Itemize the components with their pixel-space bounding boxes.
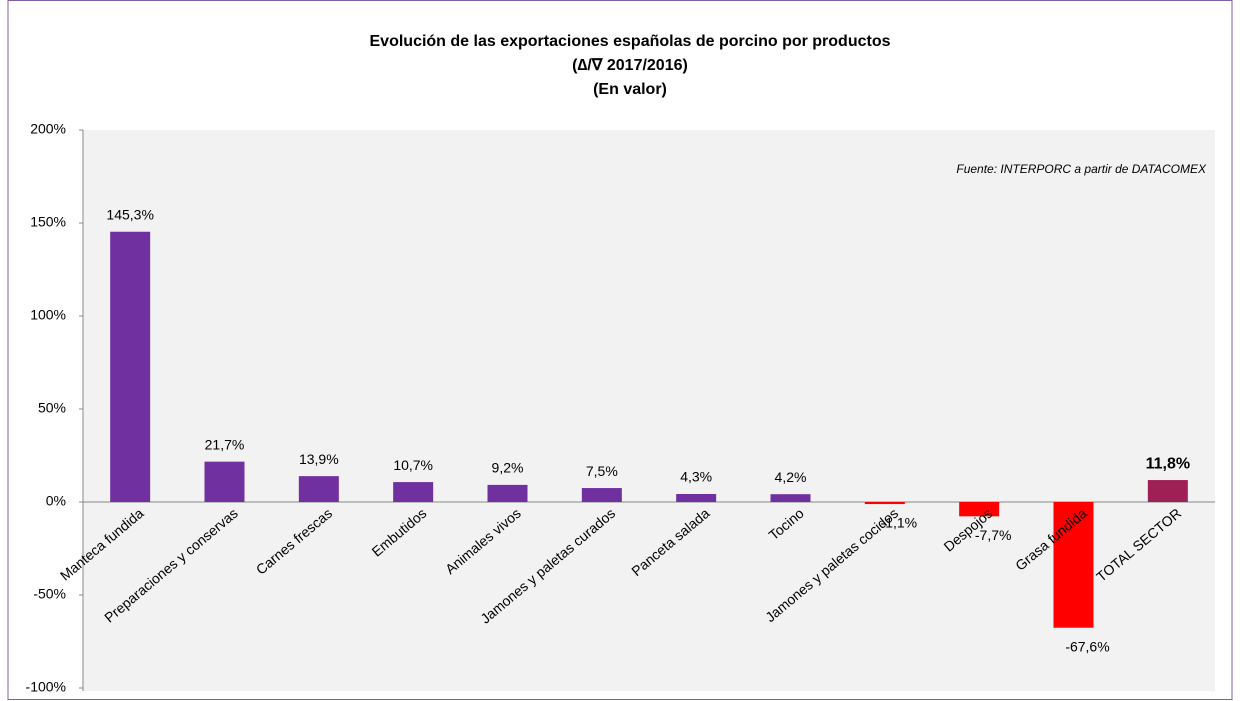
value-label: 13,9%: [299, 451, 339, 467]
y-tick-label: 0%: [46, 493, 66, 509]
value-label: -67,6%: [1065, 638, 1109, 654]
value-label: -7,7%: [975, 527, 1012, 543]
bar: [110, 231, 151, 502]
chart-title: Evolución de las exportaciones españolas…: [370, 33, 891, 50]
bar: [204, 461, 245, 502]
y-tick-label: 150%: [30, 214, 66, 230]
value-label: 4,3%: [680, 469, 712, 485]
bar: [676, 494, 717, 502]
y-tick-label: 50%: [38, 400, 66, 416]
y-tick-label: -100%: [26, 679, 66, 695]
y-tick-label: 200%: [30, 121, 66, 137]
bar: [864, 502, 905, 505]
value-label: 4,2%: [775, 469, 807, 485]
value-label: 145,3%: [106, 206, 153, 222]
bar: [1147, 480, 1188, 502]
plot-area: [83, 130, 1215, 691]
bar: [959, 502, 1000, 517]
value-label: 21,7%: [205, 436, 245, 452]
bar: [581, 488, 622, 502]
source-note: Fuente: INTERPORC a partir de DATACOMEX: [956, 162, 1207, 176]
bar: [393, 482, 434, 502]
value-label: 11,8%: [1146, 455, 1190, 472]
value-label: 9,2%: [492, 460, 524, 476]
bar: [770, 494, 811, 502]
y-tick-label: -50%: [33, 586, 66, 602]
bar: [487, 484, 528, 502]
value-label: -1,1%: [881, 515, 918, 531]
chart-title: (∆/∇ 2017/2016): [572, 57, 688, 74]
chart-title: (En valor): [593, 81, 667, 98]
bar: [1053, 502, 1094, 628]
value-label: 10,7%: [393, 457, 433, 473]
y-tick-label: 100%: [30, 307, 66, 323]
value-label: 7,5%: [586, 463, 618, 479]
bar: [298, 476, 339, 502]
